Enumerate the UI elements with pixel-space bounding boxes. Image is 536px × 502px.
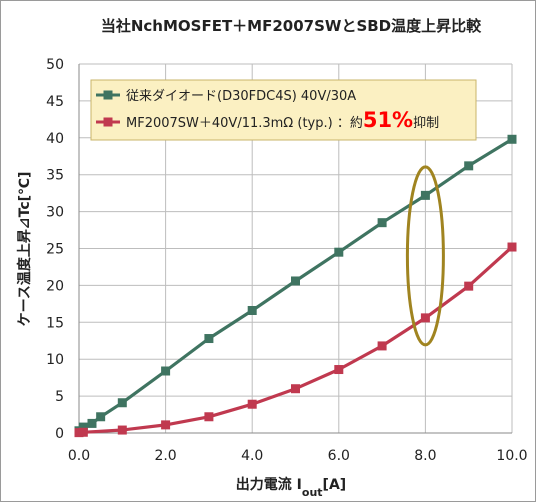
y-tick-label: 50 bbox=[46, 57, 64, 73]
y-tick-label: 15 bbox=[46, 315, 64, 331]
series-line bbox=[78, 245, 514, 435]
data-point bbox=[204, 334, 214, 344]
x-tick-label: 10.0 bbox=[496, 448, 527, 464]
data-point bbox=[291, 276, 300, 286]
data-point bbox=[96, 412, 106, 422]
data-point bbox=[334, 247, 344, 257]
y-tick-label: 35 bbox=[46, 168, 64, 184]
y-axis-title: ケース温度上昇⊿Tc[℃] bbox=[16, 172, 33, 327]
data-point bbox=[161, 366, 171, 376]
x-axis-title-unit: [A] bbox=[323, 477, 347, 493]
x-tick-label: 4.0 bbox=[241, 448, 263, 464]
data-point bbox=[78, 422, 88, 432]
data-point bbox=[87, 418, 97, 428]
x-tick-label: 2.0 bbox=[154, 448, 176, 464]
x-tick-label: 8.0 bbox=[414, 448, 436, 464]
legend-entry-emphasis: 51% bbox=[363, 108, 413, 132]
data-point bbox=[247, 305, 257, 315]
y-tick-label: 30 bbox=[46, 205, 64, 221]
series-2 bbox=[74, 242, 517, 438]
legend-swatch-marker bbox=[103, 117, 113, 127]
data-point bbox=[247, 399, 257, 409]
highlight-ellipse bbox=[405, 165, 445, 347]
x-axis-title: 出力電流 Iout[A] bbox=[236, 476, 346, 499]
series-layer bbox=[74, 134, 517, 438]
y-tick-label: 25 bbox=[46, 242, 64, 258]
legend-entry-suffix: 抑制 bbox=[413, 116, 439, 131]
y-tick-label: 0 bbox=[55, 426, 64, 442]
data-point bbox=[507, 242, 517, 252]
legend-entry: MF2007SW＋40V/11.3mΩ (typ.) ：約51%抑制 bbox=[126, 108, 439, 132]
y-tick-label: 10 bbox=[46, 352, 64, 368]
x-tick-label: 6.0 bbox=[328, 448, 350, 464]
y-axis-title-group: ケース温度上昇⊿Tc[℃] bbox=[16, 172, 33, 327]
y-tick-label: 40 bbox=[46, 131, 64, 147]
data-point bbox=[377, 341, 387, 351]
data-point bbox=[161, 420, 171, 430]
x-axis-title-main: 出力電流 I bbox=[236, 476, 302, 493]
x-tick-label: 0.0 bbox=[68, 448, 90, 464]
data-point bbox=[464, 281, 474, 291]
data-point bbox=[334, 365, 344, 375]
x-axis-title-sub: out bbox=[302, 486, 323, 499]
data-point bbox=[78, 427, 88, 437]
legend-entry-text: 従来ダイオード(D30FDC4S) 40V/30A bbox=[126, 89, 356, 104]
legend: 従来ダイオード(D30FDC4S) 40V/30A MF2007SW＋40V/11… bbox=[90, 79, 477, 141]
legend-entry: 従来ダイオード(D30FDC4S) 40V/30A bbox=[126, 89, 356, 104]
legend-box bbox=[90, 79, 477, 141]
highlight-layer bbox=[405, 165, 445, 347]
data-point bbox=[464, 161, 474, 171]
legend-entry-text: MF2007SW＋40V/11.3mΩ (typ.) ：約 bbox=[126, 116, 363, 131]
axes: 0 5 10 15 20 25 30 35 40 45 50 0.0 2.0 4.0 6.0 8.0 10.0 bbox=[46, 57, 527, 464]
y-tick-label: 20 bbox=[46, 278, 64, 294]
data-point bbox=[291, 384, 300, 394]
chart-title: 当社NchMOSFET＋MF2007SWとSBD温度上昇比較 bbox=[101, 17, 482, 35]
y-tick-label: 45 bbox=[46, 94, 64, 110]
y-tick-label: 5 bbox=[55, 389, 64, 405]
data-point bbox=[420, 313, 430, 323]
data-point bbox=[420, 190, 430, 200]
data-point bbox=[377, 218, 387, 228]
data-point bbox=[507, 134, 517, 144]
data-point bbox=[117, 425, 127, 435]
data-point bbox=[117, 398, 127, 408]
legend-swatch-marker bbox=[103, 90, 113, 100]
data-point bbox=[204, 412, 214, 422]
